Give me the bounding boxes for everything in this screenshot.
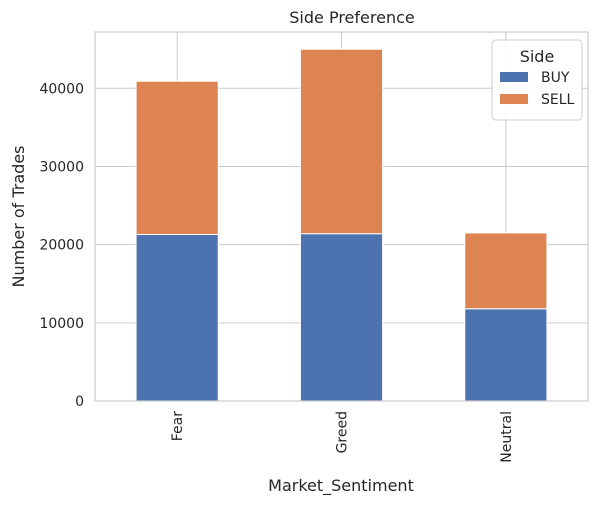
legend-title: Side [520,47,555,66]
x-tick-label: Fear [170,411,186,441]
y-tick-label: 10000 [39,316,84,332]
plot-frame [94,31,589,402]
legend-label-buy: BUY [541,70,570,86]
bar-buy-greed [299,233,384,402]
y-tick-label: 0 [75,394,84,410]
bar-sell-fear [135,80,219,235]
bar-sell-neutral [464,232,548,310]
legend-swatch-buy [500,72,528,82]
x-tick-labels: Fear Greed Neutral [170,411,515,463]
x-tick-label: Neutral [499,411,515,463]
legend: Side BUY SELL [491,39,583,121]
bar-buy-neutral [464,308,548,402]
y-axis-label: Number of Trades [9,145,28,287]
y-tick-label: 20000 [39,238,84,254]
legend-label-sell: SELL [541,92,575,108]
bar-buy-fear [135,233,219,402]
y-tick-label: 30000 [39,159,84,175]
chart-title: Side Preference [289,8,414,27]
bars [135,48,548,402]
legend-swatch-sell [500,94,528,104]
y-tick-label: 40000 [39,81,84,97]
x-tick-label: Greed [335,411,351,453]
y-tick-labels: 0 10000 20000 30000 40000 [39,81,84,410]
bar-sell-greed [299,48,384,235]
x-axis-label: Market_Sentiment [268,476,414,496]
